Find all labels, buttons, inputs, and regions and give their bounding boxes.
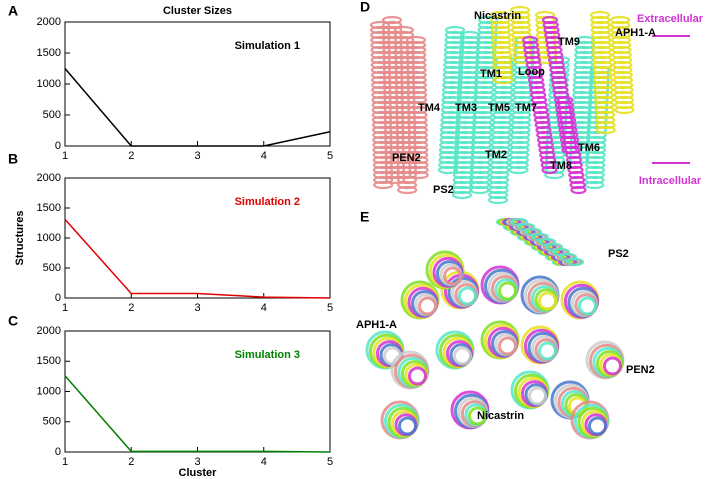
structure-label: Nicastrin bbox=[477, 410, 524, 422]
chart-title: Cluster Sizes bbox=[163, 5, 232, 17]
helix-turn bbox=[487, 195, 509, 205]
helix-ring bbox=[528, 386, 547, 406]
helix-turn bbox=[437, 165, 459, 175]
structure-label: TM7 bbox=[515, 102, 537, 114]
structure-label: TM8 bbox=[550, 160, 572, 172]
structure-label: TM9 bbox=[558, 36, 580, 48]
y-tick-label: 1000 bbox=[37, 385, 61, 397]
helix-ring bbox=[498, 336, 517, 356]
annotation: Simulation 1 bbox=[235, 40, 300, 52]
helix-ring bbox=[408, 366, 427, 386]
annotation: Simulation 2 bbox=[235, 196, 300, 208]
helix-turn bbox=[508, 165, 529, 175]
helix-ring bbox=[588, 416, 607, 436]
y-tick-label: 2000 bbox=[37, 172, 61, 184]
helix-turn bbox=[408, 170, 429, 180]
x-tick-label: 4 bbox=[261, 456, 267, 468]
structure-label: PEN2 bbox=[392, 152, 421, 164]
helix-ring bbox=[538, 291, 557, 311]
structure-label: APH1-A bbox=[615, 27, 656, 39]
structure-label: TM3 bbox=[455, 102, 477, 114]
x-tick-label: 2 bbox=[128, 456, 134, 468]
helix-turn bbox=[373, 180, 394, 190]
panel-letter: B bbox=[8, 151, 18, 167]
structure-label: APH1-A bbox=[356, 319, 397, 331]
annotation: Simulation 3 bbox=[235, 349, 300, 361]
x-tick-label: 5 bbox=[327, 150, 333, 162]
membrane-label: Extracellular bbox=[637, 13, 704, 25]
helix-ring bbox=[453, 346, 472, 366]
structure-label: TM4 bbox=[418, 102, 441, 114]
helix-turn bbox=[565, 257, 585, 267]
helix-ring bbox=[443, 266, 462, 286]
x-tick-label: 5 bbox=[327, 302, 333, 314]
structure-label: PS2 bbox=[608, 248, 629, 260]
y-tick-label: 1000 bbox=[37, 78, 61, 90]
helix-turn bbox=[537, 55, 558, 65]
x-tick-label: 5 bbox=[327, 456, 333, 468]
panel-letter: D bbox=[360, 0, 370, 15]
helix-turn bbox=[541, 165, 558, 175]
structure-label: TM6 bbox=[578, 142, 600, 154]
y-tick-label: 2000 bbox=[37, 325, 61, 337]
structure-label: Nicastrin bbox=[474, 10, 521, 22]
helix-ring bbox=[578, 296, 597, 316]
structure-label: TM1 bbox=[480, 68, 502, 80]
y-tick-label: 0 bbox=[55, 140, 61, 152]
x-tick-label: 2 bbox=[128, 150, 134, 162]
x-tick-label: 2 bbox=[128, 302, 134, 314]
helix-ring bbox=[398, 416, 417, 436]
y-tick-label: 0 bbox=[55, 292, 61, 304]
helix-ring bbox=[538, 341, 557, 361]
membrane-label: Intracellular bbox=[639, 175, 702, 187]
y-tick-label: 1500 bbox=[37, 202, 61, 214]
y-axis-label: Structures bbox=[14, 210, 26, 265]
data-line bbox=[64, 68, 331, 147]
x-tick-label: 3 bbox=[194, 150, 200, 162]
x-tick-label: 1 bbox=[62, 150, 68, 162]
helix-turn bbox=[451, 190, 473, 200]
helix-turn bbox=[385, 175, 406, 185]
helix-turn bbox=[614, 105, 635, 115]
x-tick-label: 3 bbox=[194, 302, 200, 314]
structure-label: PS2 bbox=[433, 184, 454, 196]
x-tick-label: 3 bbox=[194, 456, 200, 468]
structure-label: TM2 bbox=[485, 149, 507, 161]
helix-ring bbox=[418, 296, 437, 316]
panel-letter: E bbox=[360, 209, 369, 225]
x-tick-label: 1 bbox=[62, 456, 68, 468]
y-tick-label: 500 bbox=[43, 109, 61, 121]
helix-turn bbox=[584, 180, 605, 190]
helix-ring bbox=[603, 356, 622, 376]
y-tick-label: 1500 bbox=[37, 47, 61, 59]
y-tick-label: 1000 bbox=[37, 232, 61, 244]
structure-label: PEN2 bbox=[626, 364, 655, 376]
y-tick-label: 1500 bbox=[37, 355, 61, 367]
panel-letter: A bbox=[8, 3, 18, 19]
structure-label: TM5 bbox=[488, 102, 510, 114]
x-tick-label: 1 bbox=[62, 302, 68, 314]
panel-letter: C bbox=[8, 313, 18, 329]
x-tick-label: 4 bbox=[261, 302, 267, 314]
y-tick-label: 2000 bbox=[37, 16, 61, 28]
x-tick-label: 4 bbox=[261, 150, 267, 162]
data-line bbox=[64, 218, 331, 299]
helix-ring bbox=[458, 286, 477, 306]
data-line bbox=[64, 375, 331, 453]
helix-turn bbox=[512, 55, 533, 65]
helix-ring bbox=[498, 281, 517, 301]
structure-label: Loop bbox=[518, 66, 545, 78]
helix-turn bbox=[595, 125, 616, 135]
x-axis-label: Cluster bbox=[179, 467, 218, 479]
helix-turn bbox=[469, 185, 490, 195]
helix-turn bbox=[493, 75, 514, 85]
helix-turn bbox=[570, 185, 587, 195]
structure-images bbox=[365, 5, 690, 440]
y-tick-label: 0 bbox=[55, 446, 61, 458]
helix-turn bbox=[397, 185, 418, 195]
y-tick-label: 500 bbox=[43, 416, 61, 428]
helix-ring bbox=[468, 406, 487, 426]
y-tick-label: 500 bbox=[43, 262, 61, 274]
